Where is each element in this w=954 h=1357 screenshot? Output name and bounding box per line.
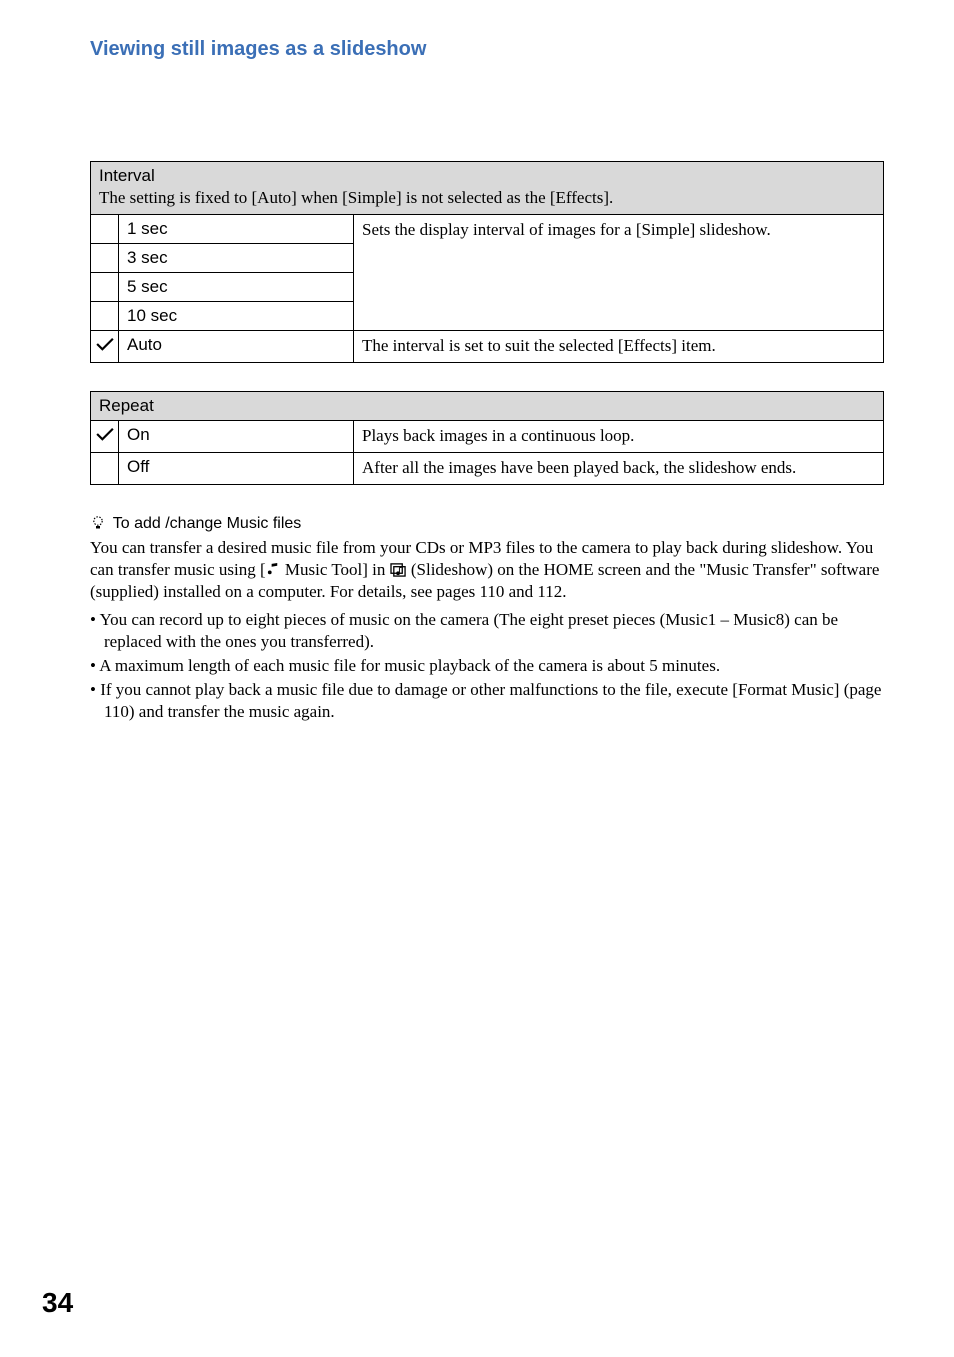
interval-title: Interval — [99, 166, 875, 186]
option-cell: On — [119, 420, 354, 452]
list-item: You can record up to eight pieces of mus… — [90, 609, 884, 653]
tip-heading: To add /change Music files — [90, 513, 884, 533]
check-cell — [91, 215, 119, 244]
repeat-header-row: Repeat — [91, 391, 884, 420]
tip-heading-text: To add /change Music files — [113, 515, 302, 532]
tip-paragraph: You can transfer a desired music file fr… — [90, 537, 884, 603]
option-cell: 3 sec — [119, 244, 354, 273]
table-row: On Plays back images in a continuous loo… — [91, 420, 884, 452]
option-cell: Off — [119, 452, 354, 484]
check-cell — [91, 331, 119, 363]
desc-cell: Plays back images in a continuous loop. — [354, 420, 884, 452]
option-cell: 1 sec — [119, 215, 354, 244]
option-cell: 5 sec — [119, 273, 354, 302]
section-header: Viewing still images as a slideshow — [90, 38, 884, 61]
tip-text-b: Music Tool] in — [281, 560, 390, 579]
interval-desc: The setting is fixed to [Auto] when [Sim… — [99, 188, 613, 207]
tip-bullets: You can record up to eight pieces of mus… — [90, 609, 884, 723]
interval-header-row: Interval The setting is fixed to [Auto] … — [91, 162, 884, 215]
check-cell — [91, 452, 119, 484]
check-cell — [91, 302, 119, 331]
desc-cell: Sets the display interval of images for … — [354, 215, 884, 331]
repeat-table: Repeat On Plays back images in a continu… — [90, 391, 884, 485]
option-cell: Auto — [119, 331, 354, 363]
check-cell — [91, 244, 119, 273]
page-content: Viewing still images as a slideshow Inte… — [0, 0, 954, 724]
table-row: 1 sec Sets the display interval of image… — [91, 215, 884, 244]
slideshow-icon — [390, 562, 407, 577]
list-item: If you cannot play back a music file due… — [90, 679, 884, 723]
interval-table: Interval The setting is fixed to [Auto] … — [90, 161, 884, 363]
desc-cell: After all the images have been played ba… — [354, 452, 884, 484]
check-icon — [96, 427, 114, 441]
table-row: Auto The interval is set to suit the sel… — [91, 331, 884, 363]
option-cell: 10 sec — [119, 302, 354, 331]
desc-cell: The interval is set to suit the selected… — [354, 331, 884, 363]
table-row: Off After all the images have been playe… — [91, 452, 884, 484]
page-number: 34 — [42, 1287, 73, 1319]
check-cell — [91, 273, 119, 302]
list-item: A maximum length of each music file for … — [90, 655, 884, 677]
check-cell — [91, 420, 119, 452]
lightbulb-icon — [90, 513, 111, 532]
check-icon — [96, 337, 114, 351]
repeat-title: Repeat — [91, 391, 884, 420]
music-note-icon — [266, 562, 281, 577]
